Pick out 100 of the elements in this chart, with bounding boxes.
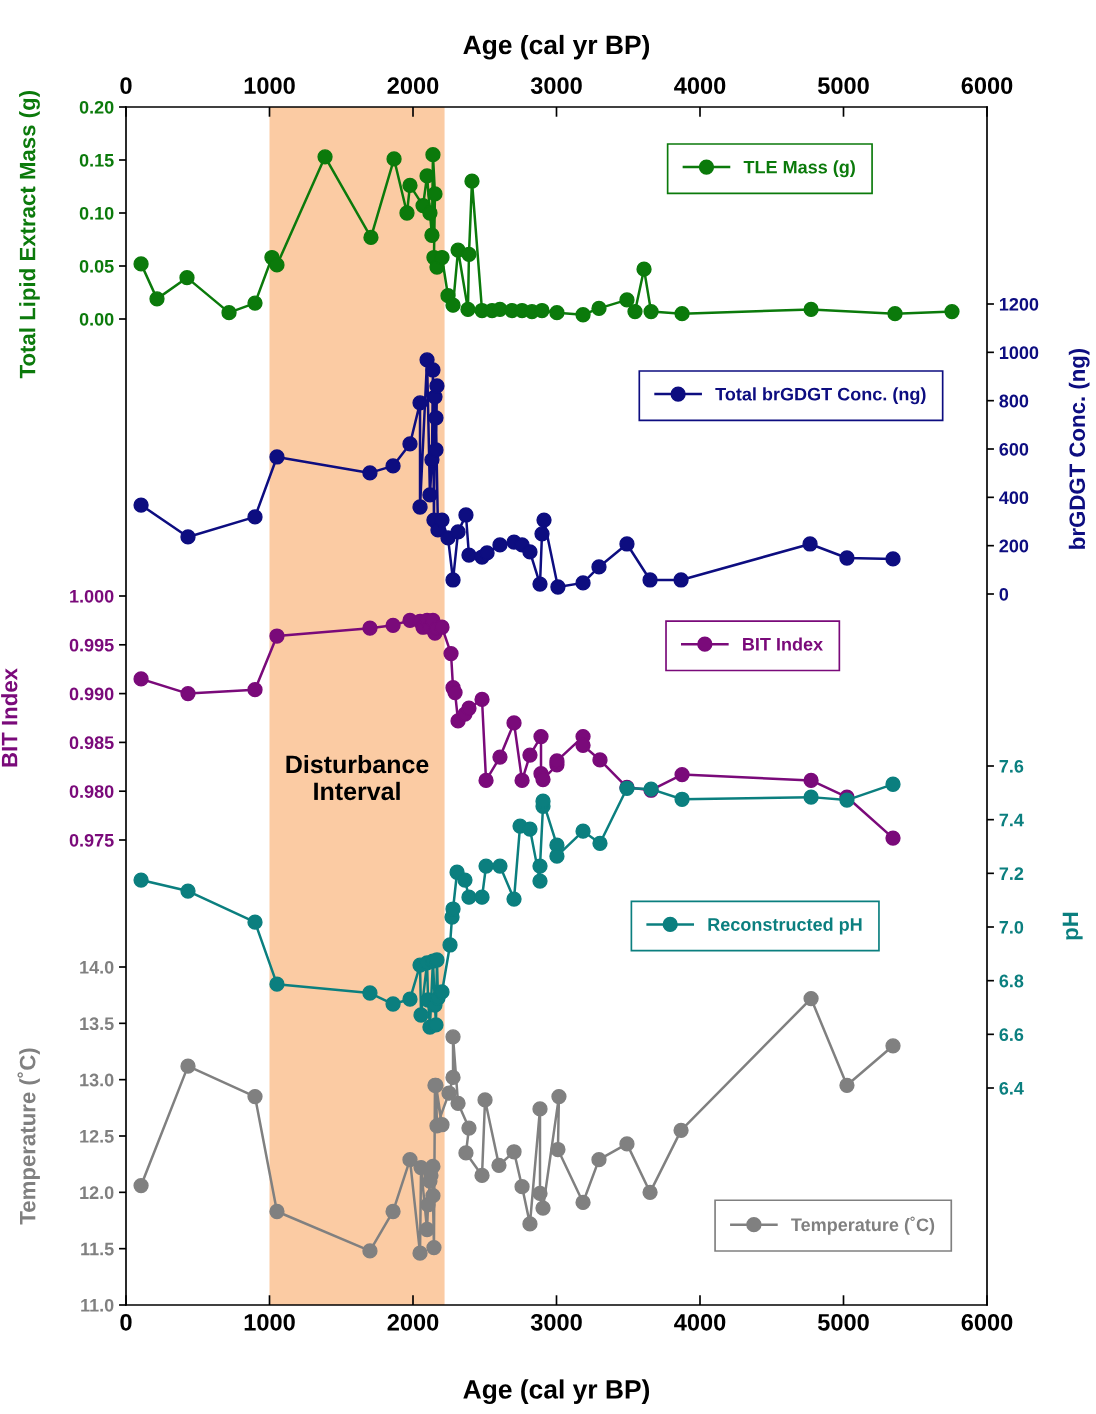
y-tick-label: 12.5 bbox=[80, 1129, 114, 1143]
point bbox=[550, 1141, 566, 1158]
y2-tick-label: 0 bbox=[999, 587, 1009, 601]
x-tick-label: 2000 bbox=[387, 77, 439, 94]
point bbox=[247, 1088, 263, 1105]
point bbox=[492, 301, 508, 318]
point bbox=[478, 858, 494, 874]
point bbox=[551, 1088, 567, 1105]
y2-tick-label: 7.4 bbox=[999, 813, 1024, 827]
point bbox=[133, 256, 149, 272]
point bbox=[591, 559, 607, 575]
point bbox=[464, 173, 480, 189]
point bbox=[619, 1136, 635, 1152]
point bbox=[247, 509, 263, 525]
point bbox=[533, 728, 549, 745]
point bbox=[180, 1058, 196, 1074]
y2-tick-label: 400 bbox=[999, 491, 1029, 505]
point bbox=[133, 497, 149, 513]
y-tick-label: 0.980 bbox=[69, 785, 114, 798]
point bbox=[522, 544, 538, 560]
x-tick-label: 6000 bbox=[961, 1313, 1013, 1331]
point bbox=[549, 848, 565, 864]
point bbox=[428, 442, 444, 458]
point bbox=[386, 151, 402, 167]
point bbox=[619, 536, 635, 552]
point bbox=[149, 291, 165, 307]
point bbox=[247, 295, 263, 311]
point bbox=[269, 257, 285, 273]
point bbox=[514, 772, 530, 789]
y-axis-title: Temperature (˚C) bbox=[17, 1048, 40, 1225]
y-tick-label: 11.5 bbox=[81, 1242, 114, 1256]
point bbox=[492, 537, 508, 553]
x-tick-label: 5000 bbox=[817, 1313, 869, 1331]
point bbox=[450, 1095, 466, 1111]
point bbox=[674, 791, 690, 807]
y2-tick-label: 6.4 bbox=[999, 1081, 1024, 1095]
point bbox=[803, 789, 819, 805]
point bbox=[180, 529, 196, 545]
point bbox=[362, 985, 378, 1001]
point bbox=[478, 772, 494, 789]
point bbox=[885, 551, 901, 567]
point bbox=[474, 1167, 490, 1184]
point bbox=[674, 306, 690, 322]
point bbox=[402, 177, 418, 194]
x-tick-label: 5000 bbox=[817, 77, 869, 94]
point bbox=[506, 891, 522, 907]
point bbox=[427, 186, 443, 202]
point bbox=[477, 1092, 493, 1108]
point bbox=[442, 937, 458, 953]
y2-tick-label: 1200 bbox=[999, 297, 1039, 311]
x-tick-label: 3000 bbox=[530, 1313, 582, 1331]
point bbox=[803, 772, 819, 789]
x-tick-label: 0 bbox=[120, 77, 132, 94]
point bbox=[532, 873, 548, 889]
point bbox=[506, 1144, 522, 1160]
point bbox=[413, 1007, 429, 1023]
point bbox=[474, 889, 490, 905]
y-tick-label: 12.0 bbox=[80, 1186, 114, 1200]
point bbox=[885, 1038, 901, 1054]
point bbox=[522, 1216, 538, 1232]
y-tick-label: 0.05 bbox=[79, 259, 114, 273]
point bbox=[642, 1184, 658, 1200]
y-tick-label: 11.0 bbox=[81, 1298, 114, 1312]
y-tick-label: 0.995 bbox=[69, 638, 114, 652]
point bbox=[532, 1185, 548, 1202]
point bbox=[425, 147, 441, 163]
y-tick-label: 0.985 bbox=[69, 736, 114, 750]
point bbox=[422, 205, 438, 221]
point bbox=[591, 1152, 607, 1168]
point bbox=[803, 990, 819, 1007]
point bbox=[385, 996, 401, 1012]
point bbox=[221, 305, 237, 321]
point bbox=[443, 645, 459, 662]
legend-label: TLE Mass (g) bbox=[743, 160, 855, 178]
point bbox=[458, 507, 474, 523]
y2-tick-label: 6.6 bbox=[999, 1028, 1024, 1042]
y2-tick-label: 6.8 bbox=[999, 974, 1024, 988]
point bbox=[422, 487, 438, 503]
point bbox=[385, 617, 401, 633]
x-tick-label: 3000 bbox=[530, 77, 582, 95]
point bbox=[591, 300, 607, 317]
y2-axis-title: pH bbox=[1062, 912, 1083, 940]
point bbox=[425, 1188, 441, 1204]
point bbox=[461, 246, 477, 262]
point bbox=[506, 715, 522, 731]
point bbox=[412, 395, 428, 411]
y-tick-label: 0.00 bbox=[79, 312, 114, 326]
point bbox=[269, 628, 285, 644]
point bbox=[385, 1203, 401, 1220]
point bbox=[532, 858, 548, 874]
x-tick-label: 6000 bbox=[961, 77, 1013, 94]
point bbox=[839, 1077, 855, 1093]
point bbox=[247, 914, 263, 930]
y-tick-label: 1.000 bbox=[70, 589, 114, 603]
point bbox=[460, 301, 476, 318]
y-tick-label: 0.975 bbox=[69, 833, 114, 847]
legend-label: Temperature (˚C) bbox=[791, 1216, 935, 1235]
point bbox=[317, 149, 333, 165]
point bbox=[839, 550, 855, 566]
point bbox=[532, 1101, 548, 1117]
